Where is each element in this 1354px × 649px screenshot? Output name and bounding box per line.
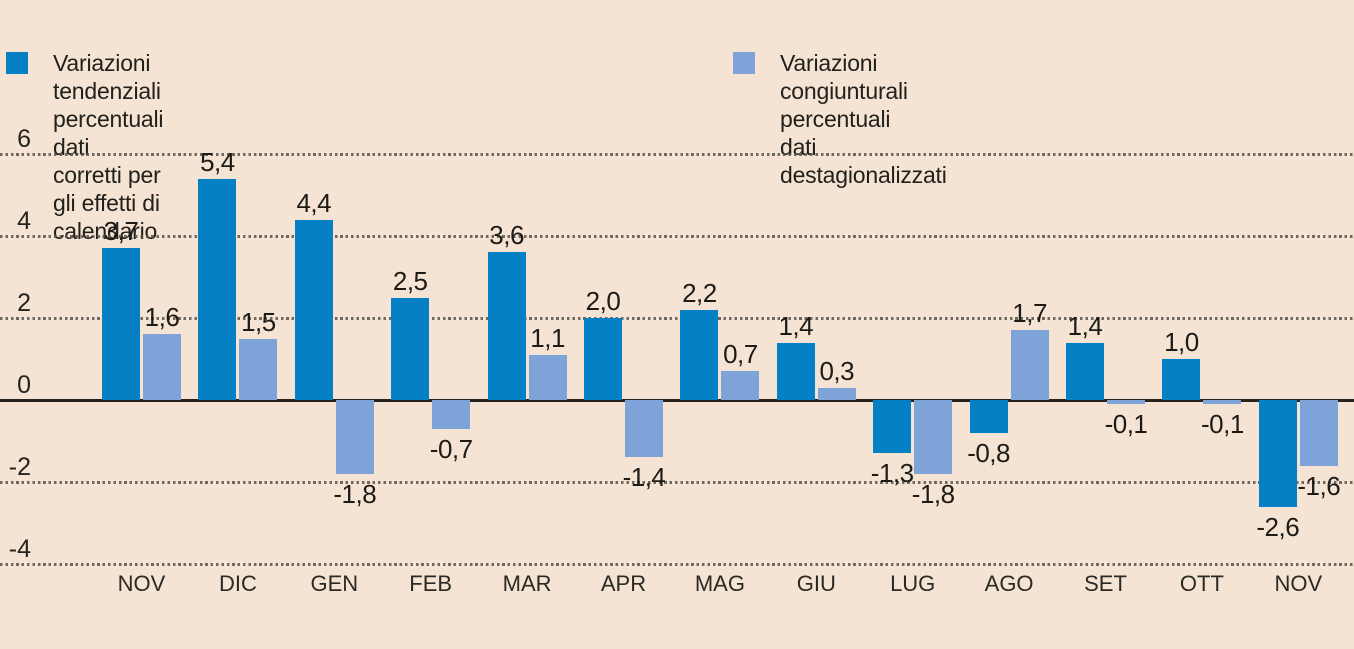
x-axis-label-5-apr: APR: [600, 571, 647, 596]
bar-value-label-tendenziali-5: 2,0: [585, 286, 621, 316]
bar-value-label-tendenziali-3: 2,5: [392, 265, 428, 296]
bar-tendenziali-dic-1: [198, 178, 237, 400]
bar-congiunturali-feb-3: [432, 400, 471, 429]
y-axis-tick-label: -2: [8, 453, 31, 481]
x-axis-label-4-mar: MAR: [502, 571, 552, 596]
bar-value-label-tendenziali-11: 1,0: [1164, 327, 1199, 357]
bar-tendenziali-ott-11: [1162, 359, 1201, 400]
x-axis-label-1-dic: DIC: [218, 571, 257, 596]
legend-label-tendenziali: Variazioni tendenziali percentuali dati …: [53, 49, 164, 245]
legend-label-line2: dati corretti per gli effetti di calenda…: [53, 134, 161, 244]
bar-congiunturali-mar-4: [528, 354, 567, 400]
x-axis-label-7-giu: GIU: [796, 571, 836, 596]
legend-label-line1: Variazioni tendenziali percentuali: [53, 50, 164, 132]
bar-tendenziali-giu-7: [776, 342, 815, 400]
bar-congiunturali-dic-1: [239, 338, 278, 400]
bar-congiunturali-gen-2: [335, 400, 374, 474]
bar-value-label-congiunturali-4: 1,1: [530, 322, 565, 353]
bar-value-label-congiunturali-7: 0,3: [819, 355, 855, 386]
y-axis-tick-label: 0: [17, 371, 31, 399]
bar-tendenziali-nov-0: [102, 248, 140, 400]
gridline--2: [0, 480, 1354, 484]
x-axis-label-11-ott: OTT: [1179, 571, 1224, 596]
gridline--4: [0, 562, 1354, 566]
bar-value-label-tendenziali-1: 5,4: [200, 146, 235, 177]
bar-value-label-congiunturali-1: 1,5: [241, 306, 276, 337]
bar-value-label-tendenziali-6: 2,2: [682, 277, 717, 308]
bar-value-label-congiunturali-5: -1,4: [622, 462, 666, 493]
bar-value-label-congiunturali-9: 1,7: [1012, 298, 1047, 329]
gridline-4: [0, 234, 1354, 238]
x-axis-label-10-set: SET: [1084, 571, 1127, 596]
bar-value-label-tendenziali-9: -0,8: [967, 437, 1010, 468]
bar-tendenziali-ago-9: [969, 400, 1008, 433]
bar-tendenziali-lug-8: [873, 400, 912, 454]
bar-tendenziali-mar-4: [487, 252, 526, 400]
bar-tendenziali-mag-6: [680, 309, 719, 400]
bar-congiunturali-nov-0: [143, 334, 181, 400]
bar-value-label-congiunturali-2: -1,8: [333, 478, 377, 509]
bar-value-label-congiunturali-8: -1,8: [911, 478, 955, 509]
legend-label-line2: dati destagionalizzati: [780, 134, 947, 188]
bar-value-label-tendenziali-2: 4,4: [296, 187, 332, 218]
bar-congiunturali-ott-11: [1203, 400, 1242, 405]
bar-tendenziali-gen-2: [294, 219, 333, 400]
bar-tendenziali-apr-5: [584, 318, 622, 400]
y-axis-tick-label: 6: [17, 125, 31, 153]
y-axis-tick-label: 2: [17, 289, 31, 317]
y-axis-tick-label: 4: [17, 207, 31, 235]
legend-swatch-congiunturali: [733, 52, 755, 74]
legend-label-congiunturali: Variazioni congiunturali percentuali dat…: [780, 49, 947, 189]
bar-value-label-congiunturali-6: 0,7: [723, 339, 758, 370]
gridline-2: [0, 316, 1354, 320]
x-axis-label-0-nov: NOV: [117, 571, 166, 596]
bar-congiunturali-lug-8: [914, 400, 953, 474]
bar-value-label-tendenziali-8: -1,3: [870, 458, 914, 489]
bar-congiunturali-ago-9: [1010, 330, 1049, 400]
bar-value-label-tendenziali-7: 1,4: [778, 310, 814, 341]
bar-value-label-congiunturali-12: -1,6: [1297, 470, 1341, 501]
bar-value-label-congiunturali-11: -0,1: [1200, 409, 1244, 440]
bar-value-label-congiunturali-0: 1,6: [144, 302, 180, 333]
bar-value-label-tendenziali-4: 3,6: [489, 220, 524, 251]
bar-value-label-congiunturali-3: -0,7: [429, 433, 473, 464]
x-axis-label-2-gen: GEN: [310, 571, 359, 596]
bar-tendenziali-nov-12: [1258, 400, 1297, 507]
bar-tendenziali-set-10: [1066, 342, 1104, 400]
x-axis-label-12-nov: NOV: [1274, 571, 1323, 596]
x-axis-label-8-lug: LUG: [890, 571, 936, 596]
bar-value-label-tendenziali-12: -2,6: [1256, 511, 1300, 542]
zero-axis-line: [0, 398, 1354, 402]
gridline-6: [0, 152, 1354, 156]
y-axis-tick-label: -4: [8, 535, 31, 563]
x-axis-label-3-feb: FEB: [409, 571, 453, 596]
bar-congiunturali-mag-6: [721, 371, 760, 400]
bar-congiunturali-giu-7: [817, 387, 856, 400]
x-axis-label-6-mag: MAG: [694, 571, 745, 596]
legend-swatch-tendenziali: [6, 52, 28, 74]
x-axis-label-9-ago: AGO: [984, 571, 1034, 596]
bar-congiunturali-apr-5: [625, 400, 663, 458]
bar-tendenziali-feb-3: [391, 297, 430, 400]
bar-value-label-tendenziali-0: 3,7: [103, 216, 139, 247]
legend-label-line1: Variazioni congiunturali percentuali: [780, 50, 908, 132]
bar-congiunturali-nov-12: [1299, 400, 1338, 466]
bar-value-label-congiunturali-10: -0,1: [1104, 409, 1148, 440]
bar-value-label-tendenziali-10: 1,4: [1067, 310, 1103, 341]
bar-congiunturali-set-10: [1107, 400, 1145, 405]
